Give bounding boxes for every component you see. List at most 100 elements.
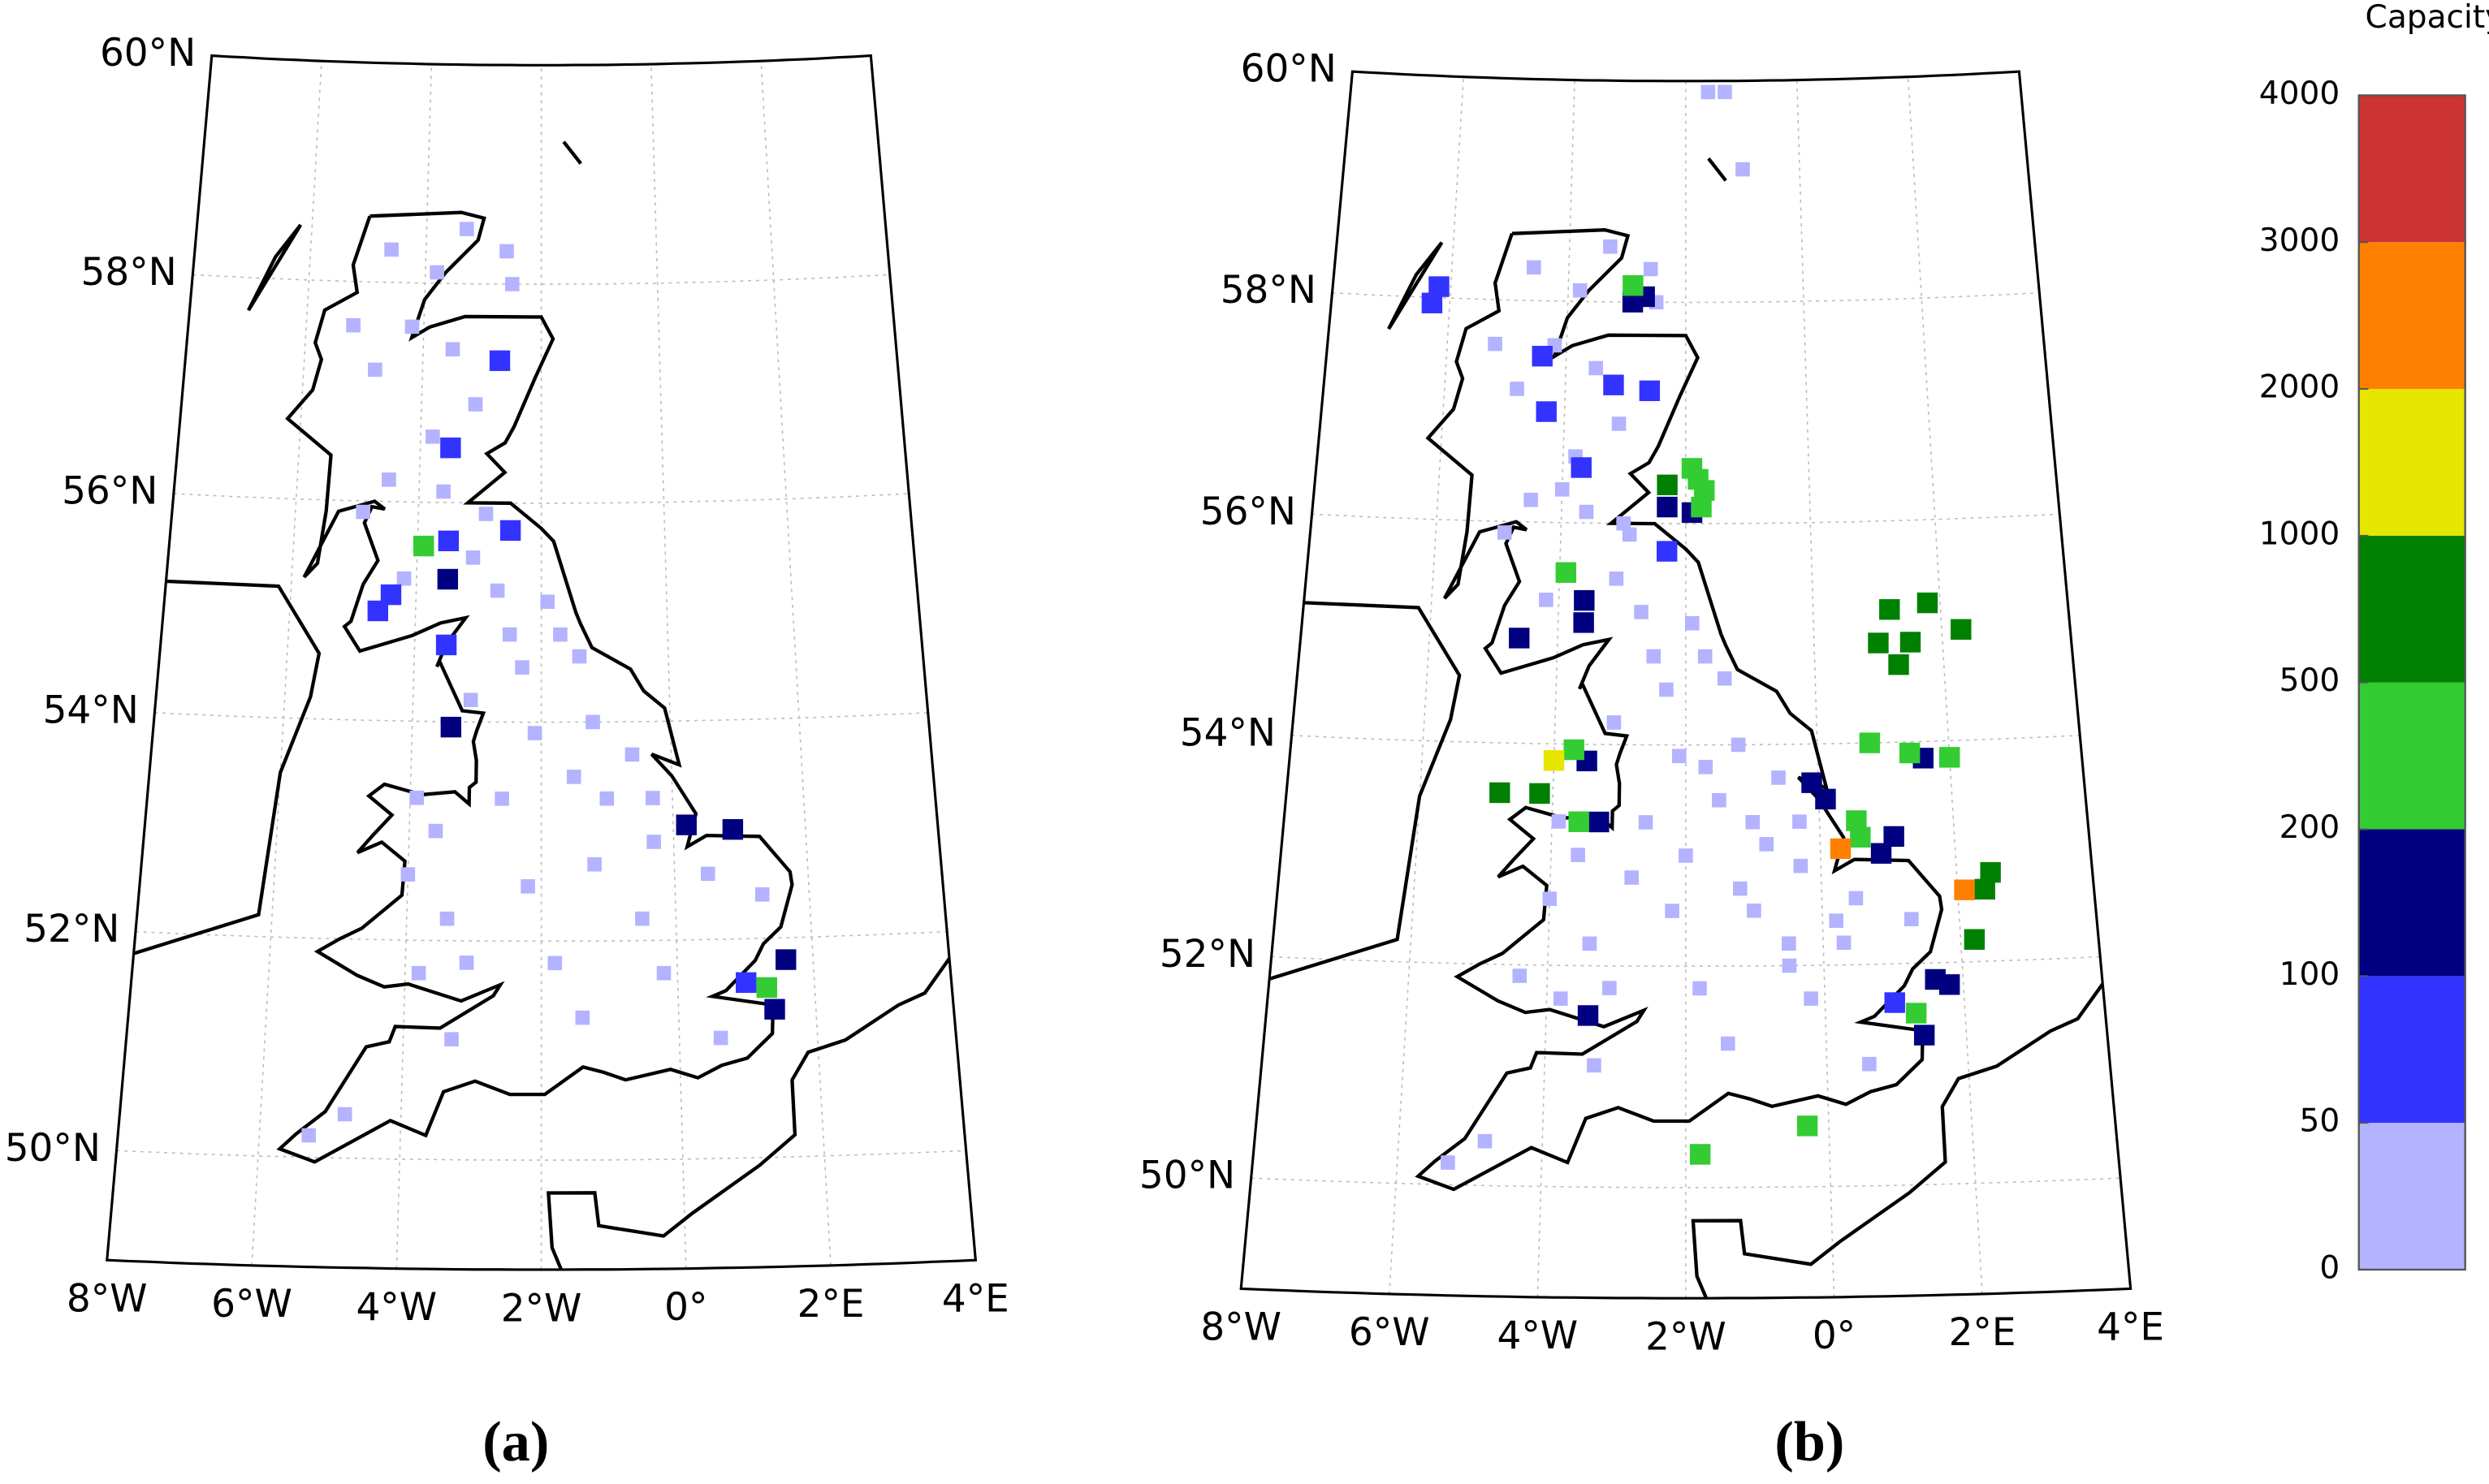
- wind-farm-marker: [463, 692, 478, 707]
- wind-farm-marker: [646, 835, 661, 849]
- wind-farm-marker: [1532, 346, 1553, 367]
- wind-farm-marker: [1974, 878, 1995, 900]
- wind-farm-marker: [1554, 482, 1570, 497]
- wind-farm-marker: [656, 965, 672, 981]
- coastline: [276, 210, 794, 1164]
- wind-farm-marker: [1830, 838, 1852, 860]
- wind-farm-marker: [1793, 858, 1808, 874]
- wind-farm-marker: [1555, 562, 1577, 583]
- wind-farm-marker: [445, 342, 460, 357]
- panel-label: (a): [482, 1410, 549, 1473]
- coastline: [547, 906, 976, 1270]
- lat-label: 58°N: [1221, 268, 1316, 313]
- colorbar-bin: [2358, 389, 2465, 536]
- wind-farm-marker: [368, 362, 382, 377]
- wind-farm-marker: [676, 814, 697, 835]
- wind-farm-marker: [396, 571, 412, 586]
- map-frame: [106, 54, 978, 1271]
- wind-farm-marker: [1904, 912, 1919, 926]
- coastline: [562, 140, 582, 165]
- lon-label: 6°W: [211, 1282, 292, 1327]
- wind-farm-marker: [404, 319, 420, 334]
- wind-farm-marker: [1568, 811, 1589, 832]
- wind-farm-marker: [1657, 496, 1678, 518]
- wind-farm-marker: [1659, 682, 1674, 697]
- wind-farm-marker: [1721, 1036, 1735, 1051]
- wind-farm-marker: [430, 265, 444, 280]
- wind-farm-marker: [515, 660, 529, 675]
- map-area: [106, 55, 976, 1270]
- wind-farm-marker: [1588, 811, 1610, 833]
- wind-farm-marker: [1477, 1133, 1493, 1149]
- wind-farm-marker: [1692, 981, 1707, 996]
- wind-farm-marker: [1712, 792, 1726, 808]
- wind-farm-marker: [1646, 649, 1661, 664]
- grid-line: [173, 493, 910, 504]
- wind-farm-marker: [301, 1128, 316, 1143]
- lat-label: 52°N: [24, 907, 119, 951]
- wind-farm-marker: [1951, 619, 1972, 641]
- wind-farm-marker: [1804, 991, 1818, 1006]
- wind-farm-marker: [438, 530, 460, 551]
- grid-line: [1332, 292, 2040, 304]
- wind-farm-marker: [1622, 527, 1637, 542]
- wind-farm-marker: [1611, 416, 1627, 431]
- wind-farm-marker: [1588, 360, 1603, 376]
- grid-line: [395, 63, 433, 1269]
- lon-label: 4°E: [2097, 1305, 2164, 1350]
- lat-label: 60°N: [100, 31, 196, 75]
- wind-farm-marker: [776, 949, 797, 970]
- lat-label: 58°N: [81, 250, 177, 295]
- wind-farm-marker: [1542, 891, 1558, 906]
- wind-farm-marker: [1489, 782, 1510, 804]
- wind-farm-marker: [1684, 615, 1700, 631]
- grid-line: [251, 60, 322, 1266]
- wind-farm-marker: [1899, 742, 1921, 764]
- wind-farm-marker: [754, 887, 770, 902]
- coastline: [1387, 241, 1444, 330]
- wind-farm-marker: [1888, 654, 1909, 675]
- wind-farm-marker: [1689, 1144, 1711, 1165]
- wind-farm-marker: [409, 791, 424, 805]
- wind-farm-marker: [1732, 881, 1748, 896]
- wind-farm-marker: [1551, 814, 1566, 829]
- wind-farm-marker: [499, 520, 521, 541]
- colorbar-frame: [2357, 94, 2466, 1271]
- wind-farm-marker: [1523, 492, 1538, 507]
- wind-farm-marker: [1848, 891, 1864, 906]
- wind-farm-marker: [444, 1032, 459, 1046]
- lat-label: 60°N: [1241, 47, 1337, 92]
- wind-farm-marker: [1512, 968, 1528, 983]
- wind-farm-marker: [1859, 732, 1881, 753]
- wind-farm-marker: [435, 634, 457, 656]
- wind-farm-marker: [1829, 913, 1843, 928]
- wind-farm-marker: [1582, 936, 1597, 951]
- grid-line: [760, 60, 832, 1266]
- wind-farm-marker: [440, 716, 462, 738]
- lat-label: 56°N: [62, 469, 158, 514]
- lon-label: 4°W: [356, 1285, 437, 1330]
- lon-label: 0°: [664, 1285, 707, 1330]
- wind-farm-marker: [495, 792, 509, 806]
- colorbar-bin: [2358, 976, 2465, 1124]
- wind-farm-marker: [1643, 261, 1658, 277]
- wind-farm-marker: [413, 535, 434, 557]
- wind-farm-marker: [1603, 239, 1618, 254]
- colorbar-label: 4000: [2259, 75, 2340, 112]
- wind-farm-marker: [566, 770, 581, 784]
- wind-farm-marker: [736, 972, 757, 994]
- wind-farm-marker: [1616, 516, 1631, 531]
- wind-farm-marker: [1497, 525, 1512, 540]
- wind-farm-marker: [1529, 783, 1550, 805]
- lon-label: 4°E: [942, 1277, 1009, 1322]
- wind-farm-marker: [384, 242, 399, 257]
- wind-farm-marker: [1913, 1025, 1935, 1046]
- wind-farm-marker: [1916, 592, 1938, 614]
- wind-farm-marker: [1862, 1056, 1877, 1072]
- lon-label: 8°W: [67, 1277, 148, 1322]
- lon-label: 2°W: [1645, 1314, 1726, 1359]
- wind-farm-marker: [465, 550, 481, 565]
- colorbar-label: 3000: [2259, 222, 2340, 259]
- colorbar-label: 50: [2300, 1103, 2340, 1140]
